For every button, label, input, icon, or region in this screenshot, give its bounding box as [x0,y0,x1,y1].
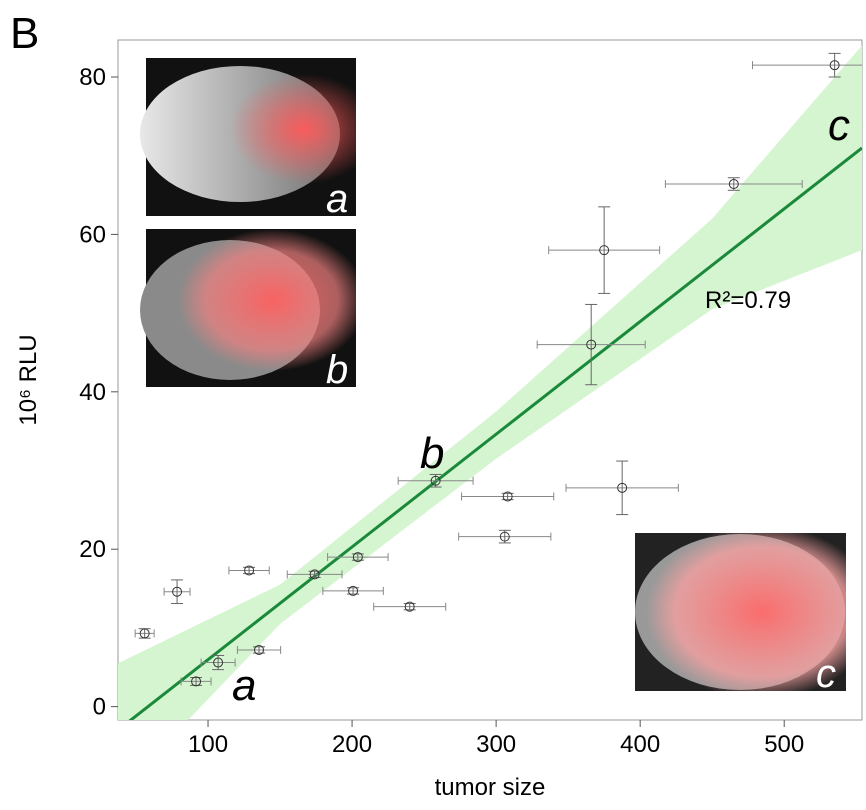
x-tick-label: 500 [764,731,804,758]
data-point [348,585,359,596]
x-tick-label: 400 [620,731,660,758]
data-point [404,601,415,612]
y-tick-label: 0 [93,694,106,721]
regression-line [128,146,862,720]
band-layer [118,45,862,720]
y-tick-label: 80 [79,64,106,91]
data-point [254,644,265,655]
r-squared: R²=0.79 [705,287,791,314]
panel-label: B [10,9,39,58]
plot-frame [117,39,863,721]
inset-label: b [326,348,348,392]
inset-label: c [816,652,836,696]
data-point [829,60,840,71]
y-axis-label: 10⁶ RLU [15,334,42,425]
y-tick-label: 60 [79,221,106,248]
data-point [430,475,441,486]
x-tick-label: 100 [188,731,228,758]
inset-b [140,229,356,387]
data-point [728,179,739,190]
point-label: c [828,101,850,150]
x-tick-label: 300 [476,731,516,758]
data-point [499,531,510,542]
y-tick-label: 20 [79,536,106,563]
points [134,52,862,687]
data-point [586,339,597,350]
inset-a [140,58,356,216]
data-point [599,245,610,256]
x-tick-label: 200 [332,731,372,758]
point-label: a [232,661,256,710]
data-point [309,569,320,580]
x-axis-label: tumor size [435,774,546,801]
data-point [617,482,628,493]
data-point [502,491,513,502]
data-point [139,628,150,639]
confidence-band [118,45,862,720]
data-point [172,586,183,597]
inset-c [635,533,846,691]
data-point [244,565,255,576]
insets [140,58,846,691]
data-point [352,552,363,563]
data-point [191,676,202,687]
data-point [213,657,224,668]
y-tick-label: 40 [79,379,106,406]
point-label: b [420,429,444,478]
inset-label: a [326,177,348,221]
